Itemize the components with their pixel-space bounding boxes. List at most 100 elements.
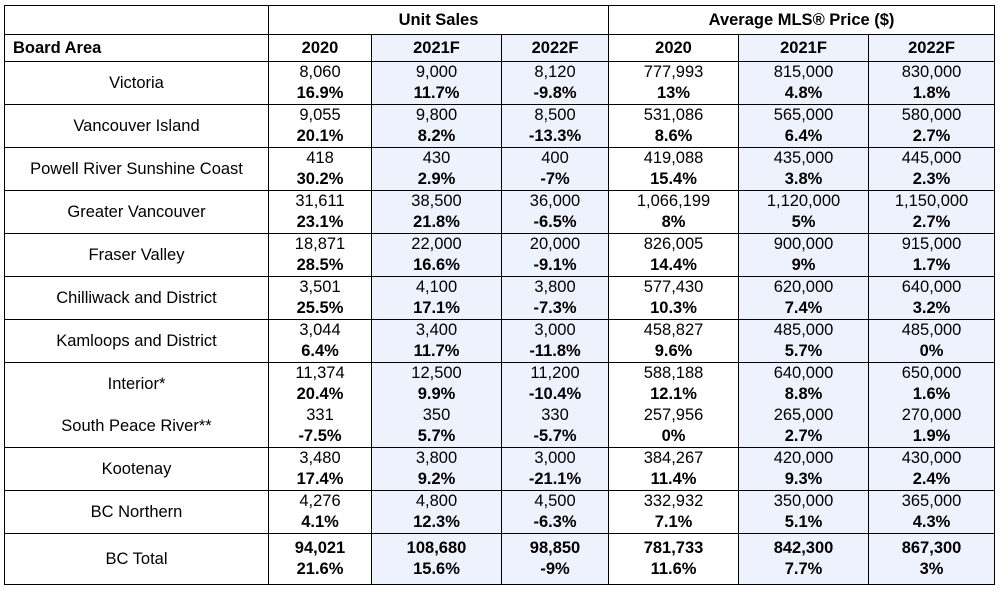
data-cell: 3,400 11.7% <box>371 319 502 363</box>
percent-change-text: 7.7% <box>784 560 823 578</box>
percent-change-text: 11.6% <box>650 560 697 578</box>
data-cell: 826,005 14.4% <box>608 233 740 277</box>
percent-change-text: 9.3% <box>784 470 823 488</box>
forecast-table: Unit Sales Average MLS® Price ($) Board … <box>4 5 996 585</box>
data-cell: 1,066,199 8% <box>608 190 740 234</box>
percent-change-text: 5.7% <box>784 342 823 360</box>
data-cell: 8,120 -9.8% <box>500 61 610 105</box>
value-text: 98,850 <box>529 539 581 557</box>
data-cell: 418 30.2% <box>268 147 372 191</box>
value-text: 384,267 <box>643 449 704 467</box>
value-text: 8,120 <box>534 63 576 81</box>
year-header: 2021F <box>738 34 870 62</box>
value-text: 900,000 <box>773 235 834 253</box>
data-cell: 11,374 20.4% <box>268 362 372 405</box>
value-text: 9,000 <box>415 63 458 81</box>
value-text: 435,000 <box>773 149 834 167</box>
percent-change-text: 1.7% <box>912 256 951 274</box>
percent-change-text: 21.8% <box>413 213 460 231</box>
data-cell: 588,188 12.1% <box>608 362 740 405</box>
percent-change-text: 5.1% <box>784 513 823 531</box>
data-cell: 36,000 -6.5% <box>500 190 610 234</box>
value-text: 365,000 <box>901 492 962 510</box>
percent-change-text: 13% <box>657 84 691 102</box>
percent-change-text: 1.9% <box>912 427 951 445</box>
value-text: 3,000 <box>534 449 576 467</box>
value-text: 9,055 <box>299 106 341 124</box>
value-text: 4,276 <box>299 492 341 510</box>
data-cell: 98,850 -9% <box>500 533 610 585</box>
data-cell: 577,430 10.3% <box>608 276 740 320</box>
value-text: 330 <box>541 406 569 424</box>
header-blank <box>4 5 269 35</box>
value-text: 867,300 <box>901 539 962 557</box>
table-row: Greater Vancouver 31,611 23.1% 38,500 21.8% 3… <box>4 190 996 234</box>
board-area-cell: Powell River Sunshine Coast <box>4 147 269 191</box>
data-cell: 458,827 9.6% <box>608 319 740 363</box>
data-cell: 108,680 15.6% <box>371 533 502 585</box>
value-text: 3,044 <box>299 321 341 339</box>
percent-change-text: 2.7% <box>784 427 823 445</box>
percent-change-text: 20.4% <box>296 385 344 403</box>
board-area-cell: Chilliwack and District <box>4 276 269 320</box>
value-text: 22,000 <box>411 235 462 253</box>
percent-change-text: 3.8% <box>784 170 823 188</box>
data-cell: 3,800 9.2% <box>371 447 502 491</box>
board-area-cell: Kamloops and District <box>4 319 269 363</box>
value-text: 8,060 <box>299 63 341 81</box>
data-cell: 94,021 21.6% <box>268 533 372 585</box>
value-text: 4,500 <box>534 492 576 510</box>
value-text: 8,500 <box>534 106 576 124</box>
data-cell: 11,200 -10.4% <box>500 362 610 405</box>
data-cell: 4,500 -6.3% <box>500 490 610 534</box>
board-area-cell: South Peace River** <box>4 405 269 448</box>
board-area-cell: Interior* <box>4 362 269 405</box>
value-text: 650,000 <box>901 364 962 382</box>
data-cell: 580,000 2.7% <box>868 104 996 148</box>
data-cell: 350 5.7% <box>371 405 502 448</box>
board-area-cell: Fraser Valley <box>4 233 269 277</box>
value-text: 445,000 <box>901 149 962 167</box>
value-text: 38,500 <box>411 192 462 210</box>
value-text: 3,400 <box>415 321 458 339</box>
percent-change-text: 4.1% <box>301 513 339 531</box>
data-cell: 9,055 20.1% <box>268 104 372 148</box>
value-text: 1,150,000 <box>894 192 969 210</box>
percent-change-text: 5.7% <box>417 427 456 445</box>
data-cell: 265,000 2.7% <box>738 405 870 448</box>
board-area-header: Board Area <box>4 34 269 62</box>
data-cell: 565,000 6.4% <box>738 104 870 148</box>
year-header: 2022F <box>500 34 610 62</box>
data-cell: 331 -7.5% <box>268 405 372 448</box>
value-text: 3,501 <box>299 278 341 296</box>
data-cell: 4,100 17.1% <box>371 276 502 320</box>
table-row: Fraser Valley 18,871 28.5% 22,000 16.6% 20,00… <box>4 233 996 277</box>
value-text: 588,188 <box>643 364 704 382</box>
data-cell: 900,000 9% <box>738 233 870 277</box>
table-row: Vancouver Island 9,055 20.1% 9,800 8.2% 8,500… <box>4 104 996 148</box>
data-cell: 781,733 11.6% <box>608 533 740 585</box>
percent-change-text: 3% <box>919 560 944 578</box>
percent-change-text: 21.6% <box>296 560 344 578</box>
table-row: Chilliwack and District 3,501 25.5% 4,100 17… <box>4 276 996 320</box>
year-header: 2021F <box>371 34 502 62</box>
value-text: 3,000 <box>534 321 576 339</box>
value-text: 94,021 <box>294 539 346 557</box>
data-cell: 3,800 -7.3% <box>500 276 610 320</box>
percent-change-text: 0% <box>919 342 944 360</box>
percent-change-text: 15.4% <box>650 170 697 188</box>
board-area-cell: Kootenay <box>4 447 269 491</box>
year-header: 2020 <box>608 34 740 62</box>
value-text: 777,993 <box>643 63 704 81</box>
data-cell: 20,000 -9.1% <box>500 233 610 277</box>
value-text: 915,000 <box>901 235 962 253</box>
percent-change-text: -11.8% <box>529 342 581 360</box>
value-text: 458,827 <box>643 321 704 339</box>
data-cell: 430,000 2.4% <box>868 447 996 491</box>
value-text: 419,088 <box>643 149 704 167</box>
data-cell: 22,000 16.6% <box>371 233 502 277</box>
value-text: 430 <box>422 149 451 167</box>
value-text: 640,000 <box>773 364 834 382</box>
data-cell: 445,000 2.3% <box>868 147 996 191</box>
group-unit-sales: Unit Sales <box>267 5 610 35</box>
